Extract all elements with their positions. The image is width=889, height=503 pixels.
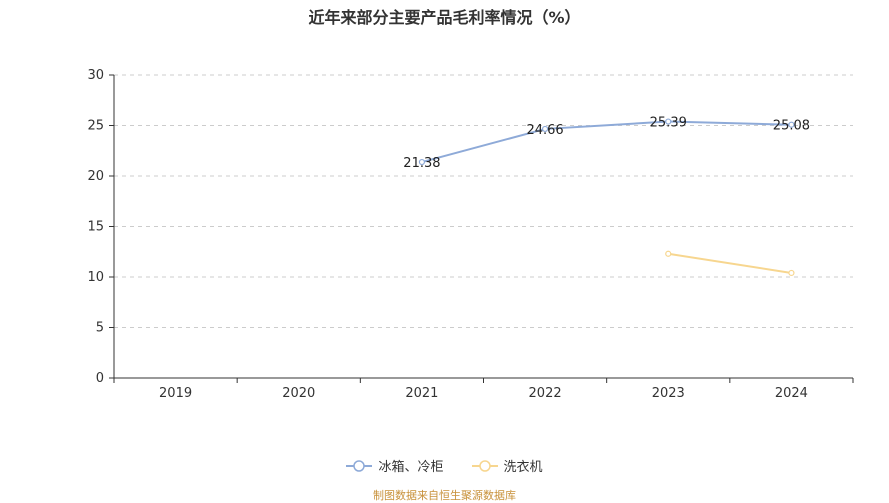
y-tick-label: 25 <box>87 119 104 134</box>
legend-label: 冰箱、冷柜 <box>378 460 444 475</box>
data-point <box>665 250 672 257</box>
legend-swatch-icon <box>471 459 498 472</box>
legend-swatch-icon <box>346 459 373 472</box>
axes: 0 5 10 15 20 25 30 2019 2020 2021 2022 2023 2024 <box>87 68 854 401</box>
legend-item[interactable]: 冰箱、冷柜 <box>346 456 444 475</box>
data-point <box>665 118 672 125</box>
x-tick-label: 2022 <box>529 386 562 401</box>
legend-label: 洗衣机 <box>503 460 543 475</box>
series-line-1 <box>668 252 792 274</box>
data-label: 24.66 <box>526 123 563 138</box>
y-tick-label: 15 <box>87 220 104 235</box>
series-line-0 <box>421 120 792 164</box>
x-tick-label: 2023 <box>652 386 685 401</box>
y-tick-label: 10 <box>87 270 104 285</box>
data-label: 25.08 <box>773 119 810 134</box>
legend-item[interactable]: 洗衣机 <box>471 456 543 475</box>
data-point <box>541 125 549 133</box>
grid-lines <box>114 74 853 328</box>
y-tick-label: 30 <box>87 68 104 83</box>
data-label: 21.38 <box>403 156 440 171</box>
data-labels: 21.38 24.66 25.39 25.08 <box>403 116 810 172</box>
series-lines <box>418 118 795 277</box>
source-note: 制图数据来自恒生聚源数据库 <box>373 489 516 502</box>
x-tick-label: 2021 <box>405 386 438 401</box>
data-label: 25.39 <box>650 116 687 131</box>
y-tick-label: 20 <box>87 169 104 184</box>
y-tick-label: 5 <box>96 321 104 336</box>
data-point <box>788 269 795 277</box>
chart-title: 近年来部分主要产品毛利率情况（%） <box>308 8 581 27</box>
x-tick-label: 2024 <box>775 386 808 401</box>
legend: 冰箱、冷柜 洗衣机 <box>0 456 889 475</box>
data-point <box>418 158 426 166</box>
x-tick-label: 2019 <box>159 386 192 401</box>
data-point <box>788 121 795 128</box>
x-tick-label: 2020 <box>282 386 315 401</box>
y-tick-label: 0 <box>96 371 104 386</box>
